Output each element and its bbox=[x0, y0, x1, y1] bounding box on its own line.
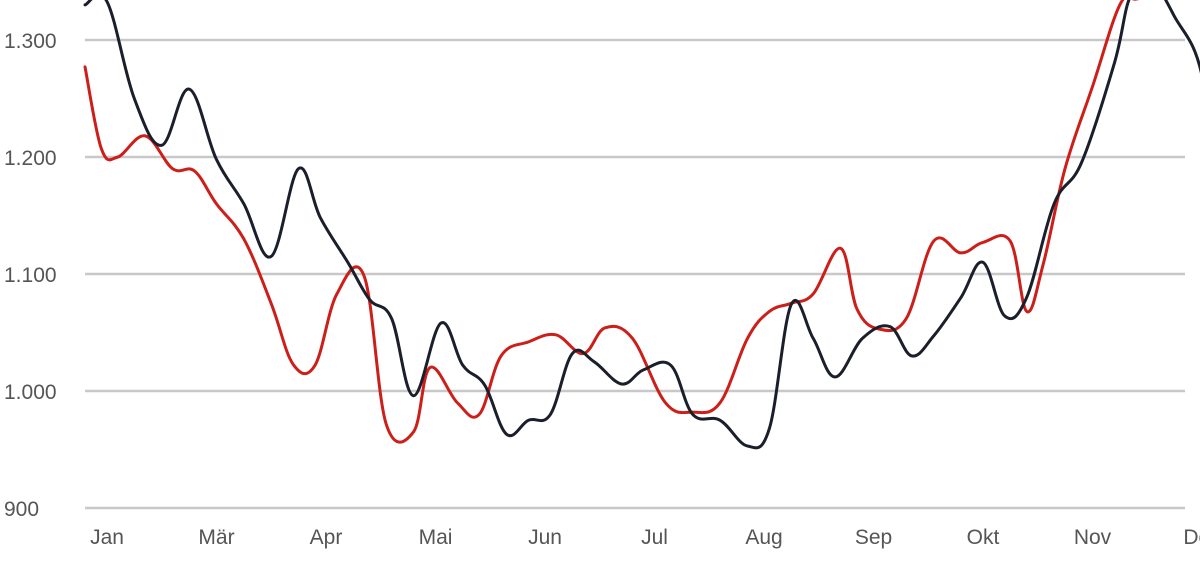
x-axis: Jan Mär Apr Mai Jun Jul Aug Sep Okt Nov Dez bbox=[90, 526, 1200, 549]
y-tick-label: 1.300 bbox=[4, 30, 57, 53]
x-tick-label: Jun bbox=[528, 526, 562, 549]
x-tick-label: Jul bbox=[641, 526, 668, 549]
y-tick-label: 1.200 bbox=[4, 147, 57, 170]
x-tick-label: Mai bbox=[419, 526, 453, 549]
y-tick-label: 1.000 bbox=[4, 381, 57, 404]
series-line-dark bbox=[83, 0, 1200, 450]
x-tick-label: Okt bbox=[967, 526, 1000, 549]
x-tick-label: Jan bbox=[90, 526, 124, 549]
x-tick-label: Dez bbox=[1183, 526, 1200, 549]
series-line-red bbox=[83, 0, 1140, 444]
x-tick-label: Apr bbox=[310, 526, 343, 549]
y-tick-label: 900 bbox=[4, 498, 39, 521]
x-tick-label: Nov bbox=[1074, 526, 1112, 549]
x-tick-label: Mär bbox=[198, 526, 234, 549]
grid bbox=[85, 38, 1185, 510]
x-tick-label: Aug bbox=[745, 526, 782, 549]
y-axis: 900 1.000 1.100 1.200 1.300 bbox=[4, 30, 57, 521]
x-tick-label: Sep bbox=[855, 526, 892, 549]
y-tick-label: 1.100 bbox=[4, 264, 57, 287]
series bbox=[83, 0, 1200, 450]
